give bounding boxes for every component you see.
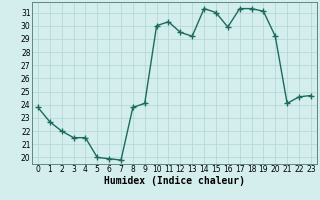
X-axis label: Humidex (Indice chaleur): Humidex (Indice chaleur): [104, 176, 245, 186]
